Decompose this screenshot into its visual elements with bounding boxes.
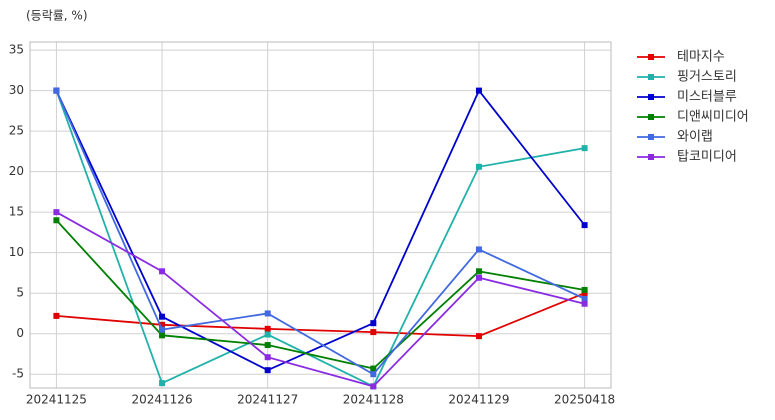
point-marker bbox=[264, 310, 271, 317]
y-tick-label: 35 bbox=[9, 43, 24, 57]
point-marker bbox=[475, 268, 482, 275]
series-line bbox=[56, 292, 585, 338]
legend-label: 핑거스토리 bbox=[677, 70, 737, 85]
legend-marker bbox=[648, 74, 654, 80]
x-tick-label: 20241128 bbox=[343, 393, 404, 407]
legend-marker bbox=[648, 54, 654, 60]
y-tick-label: 5 bbox=[16, 286, 24, 300]
x-tick-label: 20250418 bbox=[554, 393, 615, 407]
point-marker bbox=[475, 246, 482, 253]
point-marker bbox=[581, 290, 588, 297]
legend-marker bbox=[648, 94, 654, 100]
series-line bbox=[55, 90, 585, 388]
point-marker bbox=[475, 274, 482, 281]
y-tick-label: 10 bbox=[9, 245, 24, 259]
y-tick-label: -5 bbox=[12, 367, 24, 381]
y-tick-label: 15 bbox=[9, 205, 24, 219]
legend-marker bbox=[648, 114, 654, 120]
point-marker bbox=[264, 331, 271, 338]
legend-label: 테마지수 bbox=[677, 50, 725, 65]
point-marker bbox=[370, 365, 377, 372]
point-marker bbox=[53, 209, 60, 216]
point-marker bbox=[264, 354, 271, 361]
y-tick-label: 0 bbox=[16, 326, 24, 340]
point-marker bbox=[159, 321, 166, 328]
point-marker bbox=[370, 329, 377, 336]
x-tick-label: 20241126 bbox=[132, 393, 193, 407]
x-tick-label: 20241129 bbox=[448, 393, 509, 407]
y-axis-label: (등락률, %) bbox=[26, 9, 88, 23]
point-marker bbox=[370, 383, 377, 390]
point-marker bbox=[581, 286, 588, 293]
point-marker bbox=[581, 300, 588, 307]
y-tick-label: 20 bbox=[9, 164, 24, 178]
series-line bbox=[55, 88, 586, 372]
point-marker bbox=[159, 268, 166, 275]
legend-label: 디앤씨미디어 bbox=[677, 110, 749, 125]
y-tick-label: 25 bbox=[9, 124, 24, 138]
series-line bbox=[55, 219, 585, 370]
point-marker bbox=[159, 332, 166, 339]
point-marker bbox=[581, 295, 588, 302]
point-marker bbox=[53, 87, 60, 94]
point-marker bbox=[581, 222, 588, 229]
x-tick-label: 20241125 bbox=[26, 393, 87, 407]
legend-label: 와이랩 bbox=[677, 130, 713, 145]
series-line bbox=[55, 211, 585, 388]
point-marker bbox=[53, 217, 60, 224]
point-marker bbox=[159, 313, 166, 320]
legend-marker bbox=[648, 134, 654, 140]
point-marker bbox=[475, 163, 482, 170]
point-marker bbox=[264, 325, 271, 332]
legend-label: 미스터블루 bbox=[677, 90, 737, 105]
legend-label: 탑코미디어 bbox=[677, 150, 737, 165]
series-line bbox=[55, 90, 585, 376]
point-marker bbox=[370, 320, 377, 327]
x-tick-label: 20241127 bbox=[237, 393, 298, 407]
point-marker bbox=[264, 342, 271, 349]
point-marker bbox=[581, 145, 588, 152]
point-marker bbox=[159, 380, 166, 387]
point-marker bbox=[53, 312, 60, 319]
point-marker bbox=[475, 333, 482, 340]
point-marker bbox=[475, 87, 482, 94]
point-marker bbox=[370, 371, 377, 378]
plot-frame bbox=[29, 41, 612, 389]
y-tick-label: 30 bbox=[9, 83, 24, 97]
point-marker bbox=[159, 326, 166, 333]
legend-marker bbox=[648, 154, 654, 160]
point-marker bbox=[264, 367, 271, 374]
